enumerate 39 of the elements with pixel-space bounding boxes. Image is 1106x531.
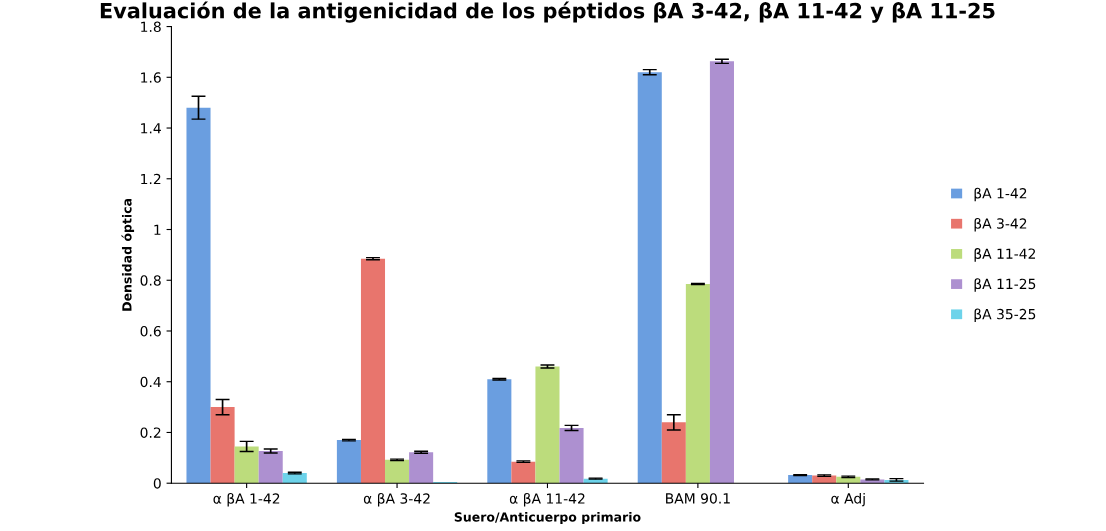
y-tick-label: 1.8	[141, 21, 161, 33]
bar	[487, 379, 512, 484]
y-tick-label: 1.4	[141, 123, 161, 134]
bar	[336, 440, 361, 484]
legend-label: βA 3-42	[974, 217, 1027, 232]
x-tick-label: α βA 1-42	[213, 492, 280, 507]
bar	[186, 107, 211, 484]
bar	[535, 366, 560, 484]
y-tick-label: 1.6	[141, 72, 161, 83]
bar	[685, 284, 710, 484]
y-tick-label: 1	[154, 224, 161, 235]
bar	[559, 427, 584, 484]
bar	[385, 459, 410, 484]
bar	[360, 258, 386, 484]
x-tick-label: α βA 3-42	[363, 492, 430, 507]
bar	[661, 422, 686, 484]
bar	[258, 450, 283, 484]
legend-label: βA 1-42	[974, 187, 1027, 202]
y-tick-label: 0.4	[140, 376, 161, 388]
bar	[637, 72, 662, 484]
x-tick-label: α Adj	[831, 492, 865, 507]
x-axis-title: Suero/Anticuerpo primario	[454, 512, 641, 525]
y-tick-label: 0.2	[140, 427, 161, 438]
x-tick-label: α βA 11-42	[509, 492, 585, 507]
bar	[709, 61, 734, 484]
bar	[409, 452, 434, 484]
legend-label: βA 11-42	[974, 248, 1036, 262]
bar	[210, 407, 235, 484]
bar	[511, 461, 536, 484]
legend-label: βA 35-25	[974, 308, 1036, 323]
y-axis-title: Densidad óptica	[121, 198, 135, 311]
bar	[788, 475, 813, 484]
y-tick-label: 0.6	[140, 325, 161, 337]
y-tick-label: 1.2	[141, 173, 161, 185]
bar	[234, 446, 259, 484]
y-tick-label: 0	[153, 478, 161, 489]
y-tick-label: 0.8	[140, 275, 161, 286]
legend-label: βA 11-25	[974, 278, 1036, 292]
x-tick-label: BAM 90.1	[666, 493, 730, 504]
